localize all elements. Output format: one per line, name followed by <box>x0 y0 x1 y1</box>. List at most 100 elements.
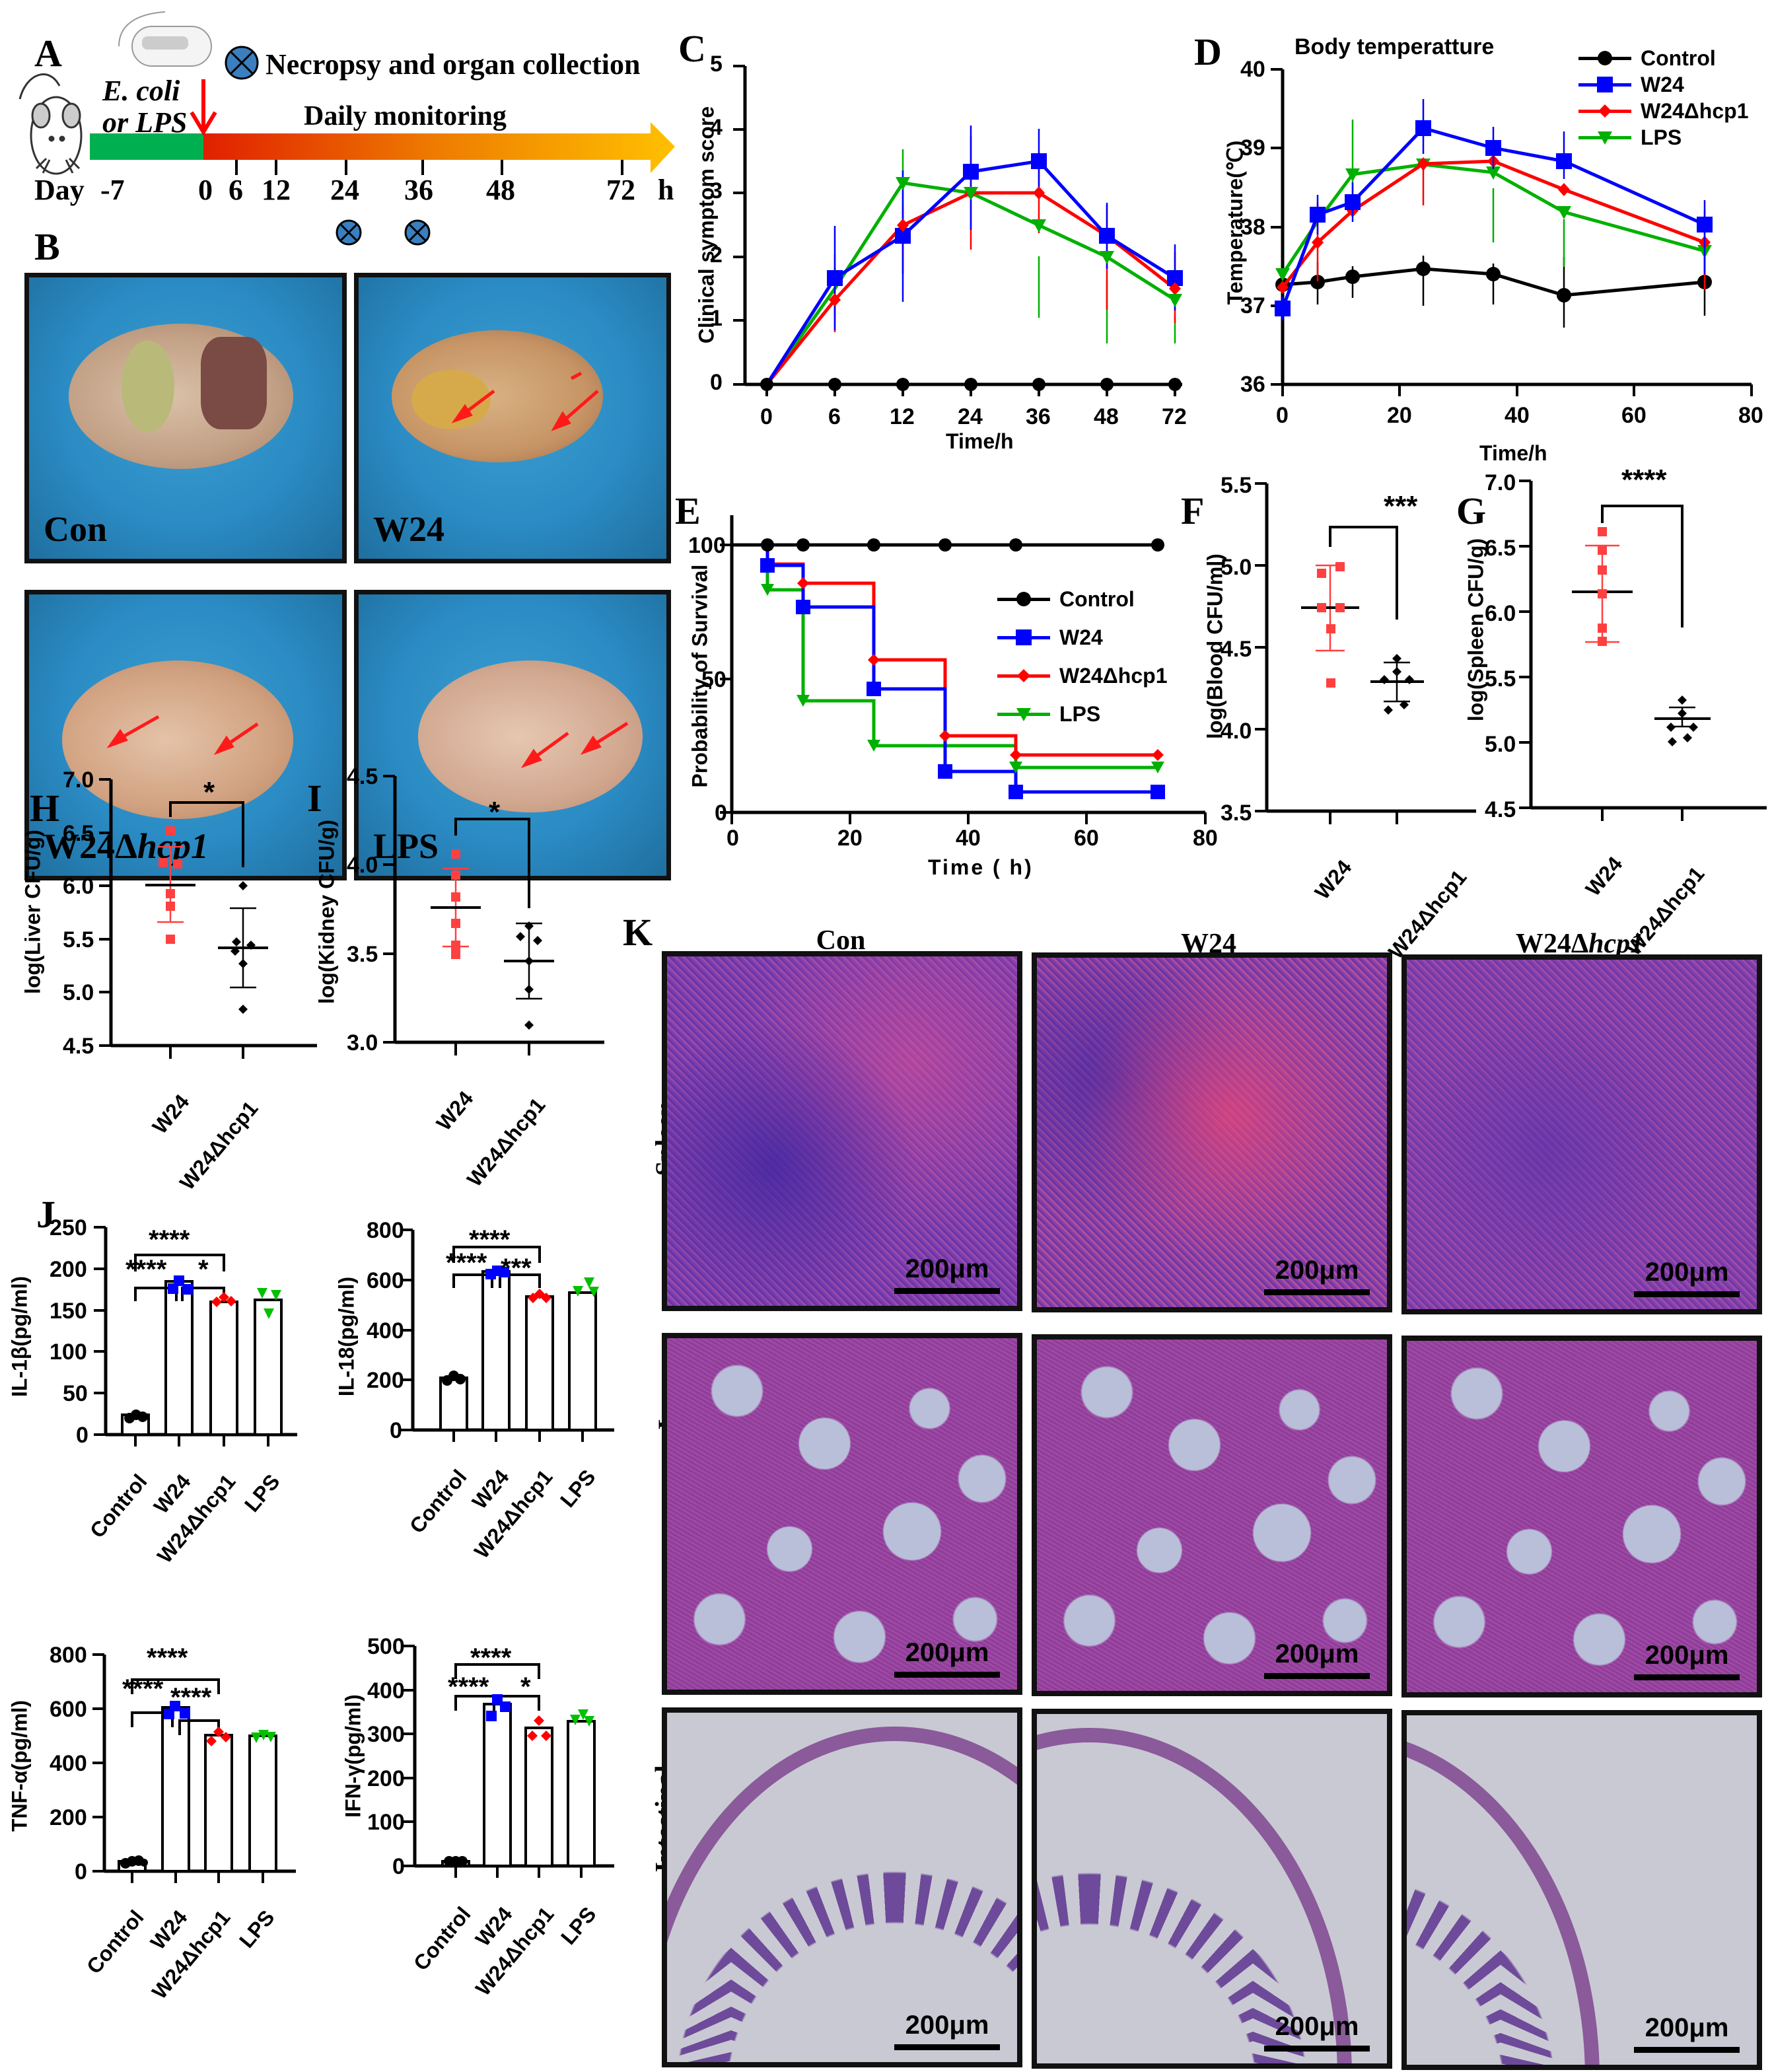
pathogen-alt-label: or LPS <box>102 106 188 139</box>
histology-spleen-w24-hcp1: 200μm <box>1401 954 1762 1314</box>
y-tick: 4.5 <box>1221 637 1252 662</box>
x-tick: 0 <box>1276 403 1289 428</box>
scale-bar: 200μm <box>894 1638 1000 1678</box>
x-tick: 80 <box>1738 403 1763 428</box>
significance-label: **** <box>469 1225 511 1254</box>
y-tick: 150 <box>50 1299 87 1324</box>
y-axis-label: Clinical symptom score <box>694 106 719 344</box>
histology-lung-con: 200μm <box>662 1333 1022 1695</box>
legend-item: Control <box>997 580 1167 618</box>
scale-bar: 200μm <box>1264 1256 1370 1295</box>
tick-label: 12 <box>262 174 291 206</box>
y-tick: 400 <box>367 1318 404 1343</box>
panel-label-i: I <box>307 777 322 820</box>
significance-label: * <box>198 1255 209 1284</box>
x-tick: 0 <box>727 826 739 851</box>
scale-bar: 200μm <box>1634 2013 1740 2053</box>
y-tick: 600 <box>367 1268 404 1293</box>
tick-label: 0 <box>198 174 213 206</box>
y-tick: 5 <box>710 52 723 77</box>
y-tick: 4.5 <box>347 764 378 789</box>
y-tick: 0 <box>76 1423 89 1448</box>
day-label: Day <box>34 174 85 206</box>
y-tick: 39 <box>1240 135 1265 161</box>
y-tick: 50 <box>63 1381 88 1406</box>
y-tick: 200 <box>50 1805 87 1830</box>
scale-bar: 200μm <box>1634 1258 1740 1297</box>
chart-title: Body temperatture <box>1294 34 1495 59</box>
y-axis-label: IL-1β(pg/ml) <box>7 1275 32 1398</box>
acclimation-bar <box>90 133 203 160</box>
tick-label: 24 <box>330 174 359 206</box>
y-tick: 200 <box>50 1257 87 1282</box>
y-tick: 200 <box>367 1368 404 1393</box>
y-tick: 36 <box>1240 372 1265 397</box>
y-axis-label: TNF-α(pg/ml) <box>7 1699 32 1832</box>
x-tick: 60 <box>1621 403 1647 428</box>
legend-item: W24Δhcp1 <box>997 657 1167 695</box>
x-axis-label: Time/h <box>1479 441 1547 465</box>
y-tick: 4.5 <box>1485 797 1516 822</box>
y-tick: 4 <box>710 115 723 140</box>
y-axis-label: log(Spleen CFU/g) <box>1464 538 1488 722</box>
scale-bar: 200μm <box>1634 1641 1740 1680</box>
y-tick: 7.0 <box>1485 470 1516 495</box>
legend-temperature: Control W24 W24Δhcp1 LPS <box>1578 45 1748 151</box>
x-tick: 80 <box>1193 826 1218 851</box>
photo-label: Con <box>44 509 108 549</box>
y-tick: 7.0 <box>63 768 94 793</box>
y-tick: 3.5 <box>1221 801 1252 826</box>
legend-item: LPS <box>1578 124 1748 151</box>
significance-label: * <box>203 776 215 808</box>
y-tick: 500 <box>367 1634 405 1659</box>
x-tick: 36 <box>1026 404 1051 429</box>
necropsy-photo-con: Con <box>24 273 347 563</box>
legend-item: Control <box>1578 45 1748 71</box>
legend-survival: Control W24 W24Δhcp1 LPS <box>997 580 1167 733</box>
y-tick: 5.5 <box>1221 473 1252 498</box>
y-axis-label: log(Kidney CFU/g) <box>314 819 339 1005</box>
y-tick: 1 <box>710 306 723 331</box>
y-tick: 6.5 <box>63 821 94 846</box>
y-tick: 5.5 <box>63 927 94 952</box>
panel-label-b: B <box>34 225 60 268</box>
x-axis-label: Time ( h) <box>928 855 1034 879</box>
y-tick: 400 <box>367 1678 405 1703</box>
x-axis-label: Time/h <box>946 429 1014 453</box>
necropsy-marker-icon <box>404 219 431 246</box>
chart-spleen-cfu <box>1519 480 1767 821</box>
monitoring-arrow <box>203 122 675 173</box>
scale-bar: 200μm <box>1264 2012 1370 2052</box>
legend-item: W24 <box>997 618 1167 657</box>
panel-label-k: K <box>623 911 653 954</box>
y-axis-label: Temperature(℃) <box>1223 140 1247 305</box>
photo-label: W24Δhcp1 <box>44 826 209 866</box>
lesion-arrows <box>106 371 629 768</box>
x-tick: 40 <box>956 826 981 851</box>
x-tick: 20 <box>1387 403 1412 428</box>
panel-label-g: G <box>1456 489 1487 532</box>
x-tick: W24 <box>1310 855 1357 904</box>
mouse-icon <box>18 73 83 175</box>
photo-label: W24 <box>373 509 444 549</box>
significance-label: **** <box>147 1643 188 1672</box>
significance-label: * <box>489 796 501 828</box>
significance-label: **** <box>1621 464 1667 496</box>
y-axis-label: log(Liver CFU/g) <box>20 830 45 994</box>
histology-intestinal-con: 200μm <box>662 1707 1022 2067</box>
photo-label: LPS <box>373 826 439 866</box>
y-tick: 38 <box>1240 215 1265 240</box>
chart-clinical-score <box>733 65 1183 396</box>
y-tick: 50 <box>701 667 727 692</box>
tick-label: 36 <box>404 174 433 206</box>
panel-label-e: E <box>675 489 701 532</box>
y-tick: 3.0 <box>347 1030 378 1055</box>
chart-body-temperature <box>1271 68 1753 396</box>
x-tick: 72 <box>1162 404 1187 429</box>
y-tick: 3 <box>710 178 723 203</box>
significance-label: *** <box>501 1254 532 1283</box>
x-tick: 12 <box>890 404 915 429</box>
tick-label: 6 <box>229 174 243 206</box>
unit-label: h <box>658 174 674 206</box>
y-tick: 4.5 <box>63 1034 94 1059</box>
